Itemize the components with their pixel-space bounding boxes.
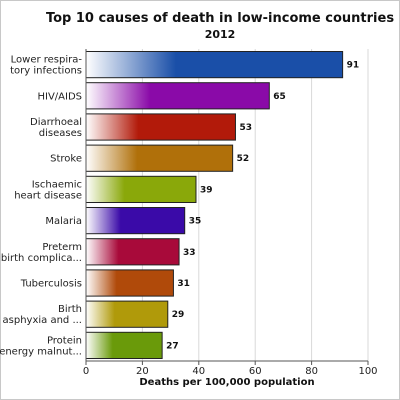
category-label: Birth asphyxia and ... <box>3 304 82 326</box>
data-label: 33 <box>183 248 196 258</box>
bar <box>85 269 174 297</box>
data-label: 52 <box>237 154 250 164</box>
category-label: Lower respira-tory infections <box>10 55 82 77</box>
x-axis-ticks: 0 20 40 60 80 100 <box>83 361 378 377</box>
bars: 91 65 53 52 39 35 33 31 29 27 <box>85 50 360 360</box>
data-label: 39 <box>200 185 213 195</box>
data-label: 31 <box>177 279 190 289</box>
tick-label: 100 <box>358 366 377 377</box>
tick-label: 60 <box>249 366 262 377</box>
bar <box>85 300 169 328</box>
tick-label: 0 <box>83 366 89 377</box>
bar <box>85 206 186 235</box>
data-label: 27 <box>166 341 179 351</box>
category-label: Protein energy malnut... <box>0 335 82 357</box>
tick-label: 80 <box>305 366 318 377</box>
chart-subtitle: 2012 <box>204 28 236 41</box>
bar <box>85 50 344 79</box>
bar <box>85 238 180 266</box>
bar <box>85 144 234 172</box>
x-axis-label: Deaths per 100,000 population <box>139 377 314 388</box>
category-label: Stroke <box>50 154 82 165</box>
data-label: 29 <box>172 310 185 320</box>
tick-label: 20 <box>136 366 149 377</box>
data-label: 91 <box>347 61 360 71</box>
category-label: Diarrhoeal diseases <box>30 117 82 139</box>
category-label: Ischaemic heart disease <box>14 179 82 201</box>
data-label: 35 <box>189 217 202 227</box>
category-label: Preterm birth complica... <box>1 242 82 264</box>
chart-title: Top 10 causes of death in low-income cou… <box>45 11 395 26</box>
tick-label: 40 <box>192 366 205 377</box>
bar <box>85 331 163 360</box>
category-label: Tuberculosis <box>20 279 82 290</box>
bar <box>85 175 197 204</box>
bar <box>85 113 236 141</box>
category-label: HIV/AIDS <box>37 91 82 102</box>
data-label: 65 <box>273 92 286 102</box>
category-labels: Lower respira-tory infections HIV/AIDS Dia… <box>0 55 82 358</box>
category-label: Malaria <box>45 216 82 227</box>
data-label: 53 <box>239 123 252 133</box>
bar <box>85 82 270 110</box>
